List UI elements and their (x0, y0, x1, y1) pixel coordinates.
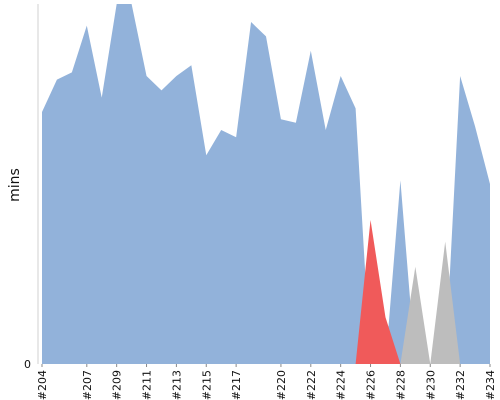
x-tick-label: #204 (36, 370, 49, 400)
x-tick-label: #234 (484, 370, 497, 400)
y-axis-title: mins (7, 168, 23, 202)
x-tick-label: #217 (230, 370, 243, 400)
x-tick-label: #211 (141, 370, 154, 400)
series-area-success (42, 4, 490, 364)
x-tick-label: #228 (394, 370, 407, 400)
y-tick-label: 0 (24, 358, 31, 371)
series-area-failure (42, 220, 490, 364)
series-areas (42, 4, 490, 364)
x-tick-label: #220 (275, 370, 288, 400)
x-axis-ticks: #204 #207 #209 #211 #213 #215 #217 #220 #222 #224… (36, 364, 497, 400)
x-tick-label: #230 (424, 370, 437, 400)
x-tick-label: #209 (111, 370, 124, 400)
x-tick-label: #207 (81, 370, 94, 400)
x-tick-label: #215 (200, 370, 213, 400)
x-tick-label: #213 (170, 370, 183, 400)
x-tick-label: #224 (335, 370, 348, 400)
x-tick-label: #226 (365, 370, 378, 400)
y-axis-ticks: 0 (24, 358, 31, 371)
x-tick-label: #222 (305, 370, 318, 400)
series-area-aborted (42, 241, 490, 364)
x-tick-label: #232 (454, 370, 467, 400)
